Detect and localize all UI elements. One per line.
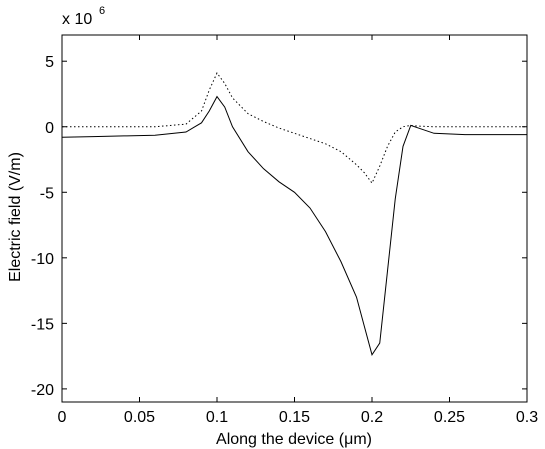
multiplier-base: x 10 — [62, 11, 92, 28]
y-tick-label: -15 — [31, 316, 54, 333]
x-tick-label: 0.15 — [279, 409, 310, 426]
x-axis-label: Along the device (μm) — [216, 431, 372, 448]
y-tick-label: -10 — [31, 251, 54, 268]
x-tick-label: 0.3 — [516, 409, 538, 426]
y-axis-label: Electric field (V/m) — [7, 152, 24, 282]
y-tick-label: -5 — [40, 185, 54, 202]
line-series — [62, 72, 527, 185]
y-tick-label: 0 — [45, 120, 54, 137]
y-tick-label: -20 — [31, 382, 54, 399]
x-tick-label: 0.25 — [434, 409, 465, 426]
multiplier-exponent: 6 — [99, 5, 105, 17]
x-tick-label: 0.2 — [361, 409, 383, 426]
y-tick-label: 5 — [45, 54, 54, 71]
x-tick-label: 0.1 — [206, 409, 228, 426]
x-tick-label: 0.05 — [124, 409, 155, 426]
x-tick-label: 0 — [58, 409, 67, 426]
